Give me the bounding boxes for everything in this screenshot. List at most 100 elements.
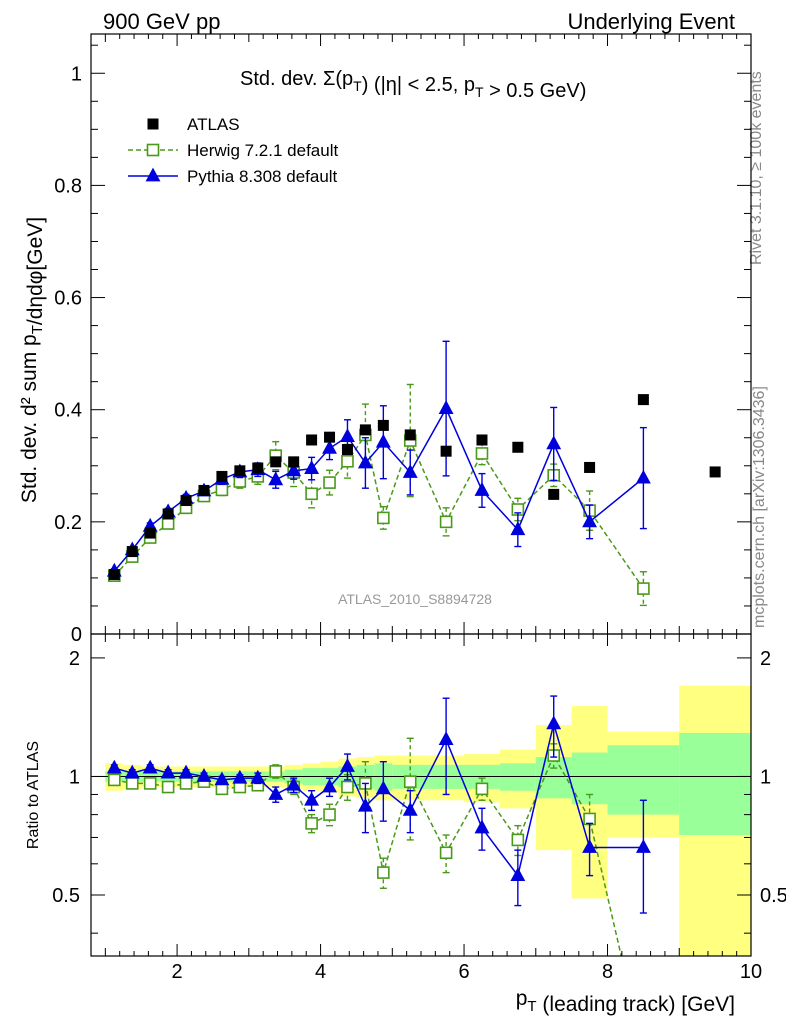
data-point xyxy=(304,791,320,806)
ratio-y-tick-label-right: 1 xyxy=(760,766,771,788)
ratio-y-tick-label: 0.5 xyxy=(52,885,80,907)
ratio-y-tick-label: 1 xyxy=(69,766,80,788)
data-point xyxy=(637,582,650,595)
legend-label: Herwig 7.2.1 default xyxy=(187,141,338,160)
data-point xyxy=(214,771,230,786)
data-point xyxy=(286,462,302,477)
data-point xyxy=(286,776,302,791)
legend-entry-herwig: Herwig 7.2.1 default xyxy=(128,141,338,160)
x-tick-label: 6 xyxy=(458,961,469,983)
data-point xyxy=(180,495,192,507)
data-point xyxy=(179,777,193,790)
data-point xyxy=(357,454,373,469)
data-point xyxy=(178,764,194,779)
data-point xyxy=(216,470,228,482)
data-point xyxy=(439,515,453,529)
mcplots-label: mcplots.cern.ch [arXiv:1306.3436] xyxy=(751,386,768,628)
data-point xyxy=(403,775,417,788)
x-tick-label: 4 xyxy=(315,961,326,983)
data-point xyxy=(474,482,490,496)
ratio-uncertainty-bands xyxy=(91,685,751,956)
data-point xyxy=(125,777,139,790)
ratio-panel-data xyxy=(106,695,651,957)
main-y-axis-label: Std. dev. d² sum pT/dηdφ[GeV] xyxy=(18,217,47,503)
data-point xyxy=(584,461,596,473)
data-point xyxy=(124,764,140,779)
data-point xyxy=(404,429,416,441)
rivet-label: Rivet 3.1.10, ≥ 100k events xyxy=(748,71,765,265)
data-point xyxy=(268,471,284,486)
legend-entry-pythia: Pythia 8.308 default xyxy=(128,167,338,186)
data-point xyxy=(322,439,337,454)
data-point xyxy=(375,780,391,795)
analysis-watermark: ATLAS_2010_S8894728 xyxy=(338,591,492,607)
data-point xyxy=(475,447,489,460)
data-point xyxy=(106,759,122,774)
data-point xyxy=(546,715,562,730)
band-inner xyxy=(679,732,751,836)
y-tick-label: 0.2 xyxy=(54,512,82,534)
data-point xyxy=(635,839,651,853)
data-point xyxy=(341,444,353,456)
data-point xyxy=(304,460,320,474)
header-right: Underlying Event xyxy=(567,9,735,34)
data-point xyxy=(341,780,354,794)
y-tick-label: 0.6 xyxy=(54,288,82,310)
ratio-y-tick-label-right: 2 xyxy=(760,648,771,670)
band-inner xyxy=(499,763,536,791)
y-tick-label: 0 xyxy=(71,624,82,646)
series-herwig xyxy=(108,383,650,607)
data-point xyxy=(145,167,161,182)
data-point xyxy=(323,476,336,489)
data-point xyxy=(510,521,526,536)
data-point xyxy=(402,464,418,478)
data-point xyxy=(144,527,156,539)
data-point xyxy=(511,833,525,847)
data-point xyxy=(510,867,526,882)
data-point xyxy=(250,769,266,784)
header-left: 900 GeV pp xyxy=(103,9,220,34)
data-point xyxy=(341,454,354,468)
data-point xyxy=(637,394,649,406)
y-tick-label: 0.8 xyxy=(54,175,82,197)
data-point xyxy=(322,778,337,793)
data-point xyxy=(357,797,373,812)
data-point xyxy=(475,782,489,796)
data-point xyxy=(143,777,157,790)
data-point xyxy=(196,768,212,782)
series-atlas xyxy=(108,394,721,581)
data-point xyxy=(323,808,336,821)
data-point xyxy=(288,456,300,468)
data-point xyxy=(215,483,229,497)
ratio-y-axis-label: Ratio to ATLAS xyxy=(25,741,42,849)
data-point xyxy=(377,419,389,431)
data-point xyxy=(161,780,175,794)
data-point xyxy=(582,513,598,528)
data-point xyxy=(439,846,453,860)
data-point xyxy=(512,441,524,453)
main-title: Std. dev. Σ(pT) (|η| < 2.5, pT > 0.5 GeV… xyxy=(240,68,586,102)
data-point xyxy=(340,428,355,443)
data-point xyxy=(146,143,160,157)
series-pythia xyxy=(106,340,651,577)
main-panel-data xyxy=(106,340,721,607)
x-axis-label: pT (leading track) [GeV] xyxy=(516,987,735,1016)
data-point xyxy=(162,508,174,520)
data-point xyxy=(438,731,454,746)
ratio-series-pythia xyxy=(106,695,651,914)
series-line xyxy=(113,406,644,572)
y-tick-label: 1 xyxy=(71,63,82,85)
data-point xyxy=(108,569,120,581)
legend-label: ATLAS xyxy=(187,115,240,134)
data-point xyxy=(709,466,721,478)
data-point xyxy=(147,118,159,130)
legend: ATLAS Herwig 7.2.1 default Pythia 8.308 de… xyxy=(128,115,338,186)
data-point xyxy=(161,517,175,530)
data-point xyxy=(305,817,318,830)
x-tick-label: 8 xyxy=(602,961,613,983)
data-point xyxy=(476,434,488,446)
data-point xyxy=(142,759,158,774)
data-point xyxy=(440,445,452,457)
data-point xyxy=(340,758,355,772)
